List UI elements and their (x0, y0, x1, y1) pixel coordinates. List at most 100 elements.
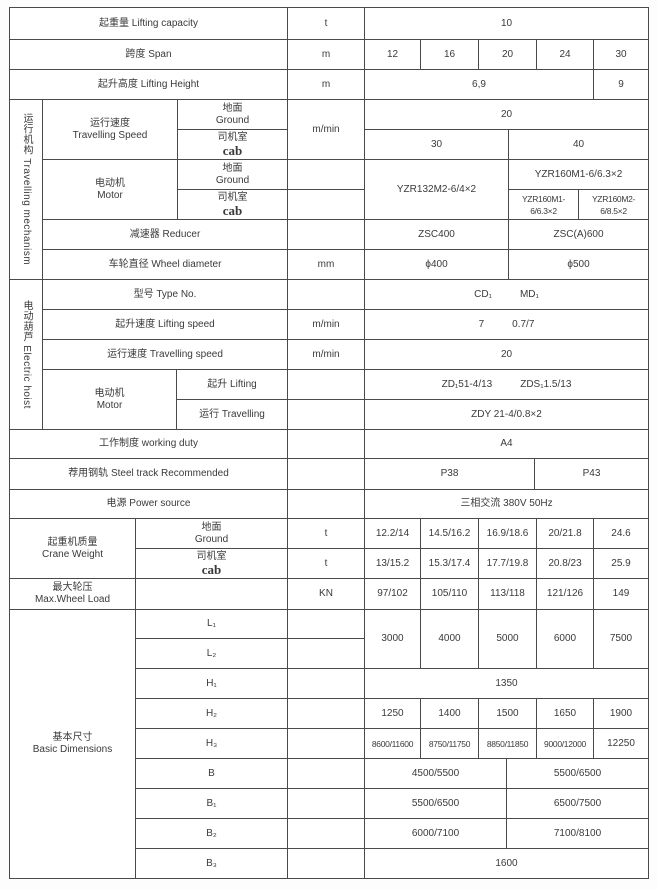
empty-unit-cell (287, 698, 365, 729)
ground-label: 地面 Ground (135, 518, 288, 549)
span-unit: m (287, 39, 365, 70)
wheel-diameter-unit: mm (287, 249, 365, 280)
power-source-label-text: 电源 Power source (106, 498, 191, 509)
hoist-travelling-speed-value: 20 (364, 339, 649, 370)
dimension-label-h1-text: H₁ (206, 677, 217, 689)
span-label: 跨度 Span (9, 39, 288, 70)
crane-weight-unit: t (287, 548, 365, 579)
travelling-speed-cab-value-text: 30 (430, 138, 443, 150)
dimension-h3-value-text: 8600/11600 (371, 738, 414, 749)
dimension-label-b1-text: B₁ (206, 797, 217, 809)
travelling-speed-unit-text: m/min (312, 123, 340, 135)
motor-cab-value: YZR160M1-6/6.3×2 (508, 189, 579, 220)
reducer-label: 减速器 Reducer (42, 219, 288, 250)
span-value-text: 30 (615, 48, 627, 60)
crane-weight-label-text: Crane Weight (42, 548, 103, 560)
dimension-label-b3-text: B₃ (206, 857, 217, 869)
travelling-speed-cab-value: 40 (508, 129, 649, 160)
max-wheel-load-unit: KN (287, 578, 365, 610)
max-wheel-load-value-text: 121/126 (546, 588, 584, 599)
lifting-capacity-value: 10 (364, 7, 649, 40)
dimension-label-h2: H₂ (135, 698, 288, 729)
wheel-diameter-value: ϕ500 (508, 249, 649, 280)
dimension-h2-value: 1500 (478, 698, 537, 729)
empty-unit-cell (287, 668, 365, 699)
hoist-motor-travelling-label-text: 运行 Travelling (199, 408, 265, 420)
crane-weight-ground-value-text: 14.5/16.2 (428, 527, 471, 539)
dimension-b-value: 4500/5500 (364, 758, 507, 789)
lifting-capacity-unit: t (287, 7, 365, 40)
dimension-b2-value-text: 6000/7100 (411, 827, 460, 839)
crane-weight-ground-value-text: 16.9/18.6 (486, 527, 529, 539)
dimension-l-value: 4000 (420, 609, 479, 669)
hoist-motor-travelling-value: ZDY 21-4/0.8×2 (364, 399, 649, 430)
empty-unit-cell (287, 609, 365, 639)
empty-unit-cell (287, 279, 365, 310)
lifting-capacity-value-text: 10 (500, 17, 513, 29)
hoist-motor-label-text: 电动机 (94, 387, 125, 399)
max-wheel-load-value: 105/110 (420, 578, 479, 610)
dimension-label-h2-text: H₂ (205, 707, 218, 719)
dimension-b1-value: 6500/7500 (506, 788, 649, 819)
crane-weight-ground-value: 14.5/16.2 (420, 518, 479, 549)
empty-unit-cell (287, 219, 365, 250)
max-wheel-load-value: 97/102 (364, 578, 421, 610)
hoist-motor-lifting-value-text: ZDS₁1.5/13 (520, 378, 572, 390)
motor-label-text: Motor (97, 189, 123, 201)
dimension-b2-value: 6000/7100 (364, 818, 507, 849)
section-label-electric-hoist: 电动葫芦 Electric hoist (9, 279, 43, 430)
dimension-b1-value-text: 5500/6500 (411, 797, 460, 809)
empty-unit-cell (287, 458, 365, 490)
lifting-height-label: 起升高度 Lifting Height (9, 69, 288, 100)
max-wheel-load-value-text: 105/110 (431, 588, 468, 599)
crane-weight-ground-value-text: 20/21.8 (548, 527, 582, 539)
hoist-travelling-speed-label-text: 运行速度 Travelling speed (107, 348, 223, 360)
travelling-speed-label: 运行速度 Travelling Speed (42, 99, 178, 160)
power-source-value-text: 三相交流 380V 50Hz (460, 498, 553, 509)
hoist-travelling-speed-unit-text: m/min (312, 348, 340, 360)
motor-value: YZR132M2-6/4×2 (364, 159, 509, 220)
dimension-l-value-text: 5000 (496, 633, 519, 644)
max-wheel-load-label-text: Max.Wheel Load (34, 594, 111, 605)
basic-dimensions-label-text: Basic Dimensions (32, 744, 113, 755)
dimension-b1-value-text: 6500/7500 (553, 797, 602, 809)
hoist-travelling-speed-value-text: 20 (500, 348, 513, 360)
reducer-label-text: 减速器 Reducer (129, 228, 201, 240)
crane-weight-cab-value: 13/15.2 (364, 548, 421, 579)
crane-weight-cab-value: 17.7/19.8 (478, 548, 537, 579)
working-duty-label-text: 工作制度 working duty (99, 438, 198, 449)
hoist-motor-label-text: Motor (96, 399, 123, 411)
steel-track-label-text: 荐用钢轨 Steel track Recommended (68, 468, 229, 479)
dimension-label-l1: L₁ (135, 609, 288, 639)
travelling-speed-unit: m/min (287, 99, 365, 160)
hoist-motor-travelling-label: 运行 Travelling (176, 399, 288, 430)
dimension-h2-value: 1900 (593, 698, 649, 729)
ground-label-text: Ground (215, 174, 250, 186)
dimension-label-l2-text: L₂ (206, 647, 217, 659)
dimension-h1-value-text: 1350 (495, 677, 518, 689)
max-wheel-load-value: 121/126 (536, 578, 594, 610)
dimension-l-value: 7500 (593, 609, 649, 669)
span-label-text: 跨度 Span (125, 48, 172, 60)
steel-track-value: P38 (364, 458, 535, 490)
span-value: 30 (593, 39, 649, 70)
travelling-speed-cab-value: 30 (364, 129, 509, 160)
reducer-value: ZSC400 (364, 219, 509, 250)
dimension-label-b2: B₂ (135, 818, 288, 849)
empty-unit-cell (287, 638, 365, 669)
reducer-value-text: ZSC(A)600 (553, 228, 604, 240)
empty-unit-cell (287, 369, 365, 400)
crane-weight-unit-text: t (324, 557, 328, 569)
lifting-speed-label: 起升速度 Lifting speed (42, 309, 288, 340)
hoist-travelling-speed-label: 运行速度 Travelling speed (42, 339, 288, 370)
hoist-motor-label: 电动机 Motor (42, 369, 177, 430)
span-value: 20 (478, 39, 537, 70)
empty-cell (135, 578, 288, 610)
wheel-diameter-value-text: ϕ400 (425, 258, 448, 270)
section-label-travelling-mechanism: 运行机构 Travelling mechanism (9, 99, 43, 280)
travelling-speed-label-text: 运行速度 (90, 117, 130, 129)
ground-label-text: Ground (215, 114, 250, 126)
dimension-label-h3: H₃ (135, 728, 288, 759)
section-label-travelling-mechanism-text: 运行机构 Travelling mechanism (21, 113, 32, 266)
